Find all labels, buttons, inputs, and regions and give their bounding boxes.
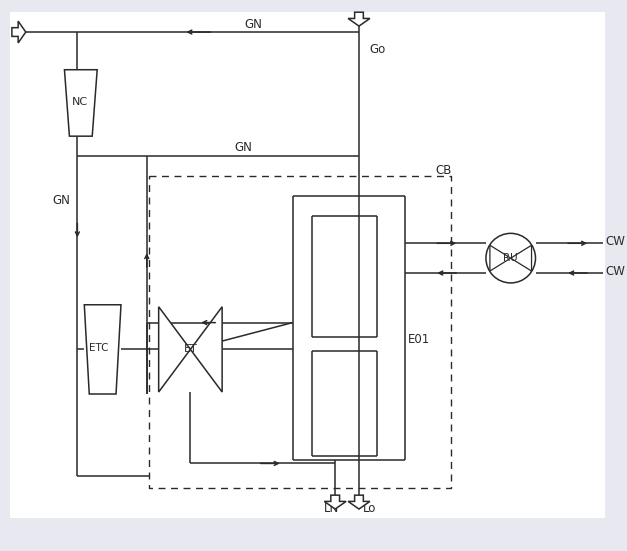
Polygon shape [84,305,121,394]
Text: NC: NC [72,98,88,107]
Polygon shape [191,307,222,392]
Text: LN: LN [324,501,339,515]
Text: GN: GN [244,18,262,31]
Polygon shape [490,245,511,271]
Text: ETC: ETC [90,343,109,353]
Polygon shape [511,245,532,271]
Polygon shape [324,495,346,509]
Text: RU: RU [503,253,518,263]
Polygon shape [348,12,370,26]
Polygon shape [348,495,370,509]
Text: GN: GN [53,194,70,207]
Text: Lo: Lo [363,501,376,515]
Polygon shape [12,21,26,43]
Text: CB: CB [436,164,452,177]
Circle shape [486,234,535,283]
Text: Go: Go [369,44,385,56]
Polygon shape [65,70,97,136]
Text: CW: CW [605,235,624,248]
Text: E01: E01 [408,333,430,346]
Text: GN: GN [234,141,252,154]
Text: ET: ET [184,344,198,354]
Text: CW: CW [605,264,624,278]
Polygon shape [159,307,191,392]
